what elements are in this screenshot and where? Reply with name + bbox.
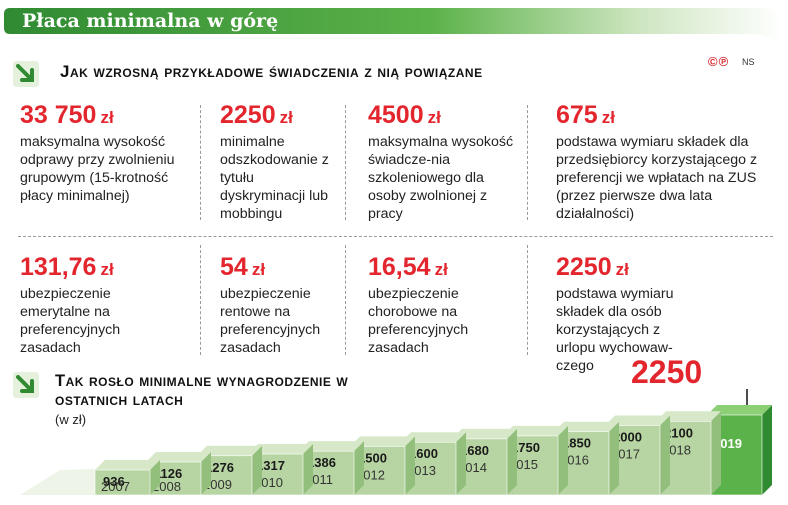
- benefit-value: 2250 zł: [556, 253, 629, 281]
- stair-top: [146, 452, 211, 463]
- stair-top: [401, 432, 466, 443]
- stair-side: [558, 425, 568, 495]
- data-label: 1126: [154, 466, 182, 481]
- stair-side: [609, 421, 619, 495]
- data-label: 2100: [664, 425, 693, 440]
- stair-top: [95, 460, 160, 470]
- divider: [527, 105, 528, 220]
- bar: [94, 469, 151, 496]
- stair-top: [299, 441, 364, 452]
- stair-top: [554, 421, 619, 432]
- wage-stairs-chart: 2019225021002018200020171850201617502015…: [20, 360, 772, 496]
- divider: [345, 105, 346, 220]
- benefit-item: 33 750 zł maksymalna wysokość odprawy prz…: [20, 100, 195, 205]
- copyright-mark: ©℗: [708, 54, 730, 69]
- divider: [345, 245, 346, 355]
- stair-side: [150, 460, 160, 495]
- data-label: 1750: [511, 440, 540, 455]
- benefit-desc: maksymalna wysokość odprawy przy zwolnie…: [20, 134, 175, 204]
- benefit-item: 16,54 zł ubezpieczenie chorobowe na prefe…: [368, 252, 518, 357]
- stair-top: [248, 444, 313, 455]
- benefit-item: 675 zł podstawa wymiaru składek dla przed…: [556, 100, 781, 223]
- data-label: 1850: [562, 436, 591, 451]
- benefit-item: 2250 zł podstawa wymiaru składek dla osób…: [556, 252, 676, 375]
- benefit-desc: minimalne odszkodowanie z tytułu dyskrym…: [220, 134, 329, 222]
- benefit-value: 2250 zł: [220, 101, 293, 129]
- stair-side: [303, 444, 313, 495]
- divider: [200, 245, 201, 355]
- divider: [527, 245, 528, 355]
- stair-top: [350, 436, 415, 447]
- page-title: Płaca minimalna w górę: [22, 10, 279, 32]
- stair-top: [707, 405, 772, 415]
- stair-side: [762, 405, 772, 495]
- data-label: 1317: [256, 458, 285, 473]
- stair-top: [503, 425, 568, 436]
- stair-side: [507, 428, 517, 495]
- data-label: 2000: [613, 429, 642, 444]
- stair-side: [660, 415, 670, 495]
- stair-side: [456, 432, 466, 495]
- chart-subtitle: (w zł): [55, 412, 87, 427]
- benefit-desc: podstawa wymiaru składek dla przedsiębio…: [556, 134, 758, 222]
- benefit-value: 54 zł: [220, 253, 266, 281]
- benefit-value: 131,76 zł: [20, 253, 114, 281]
- benefit-desc: ubezpieczenie rentowe na preferencyjnych…: [220, 286, 321, 356]
- title-banner: [4, 8, 782, 48]
- section-benefits-title: Jak wzrosną przykładowe świadczenia z ni…: [60, 62, 483, 81]
- divider: [18, 236, 773, 237]
- benefit-value: 33 750 zł: [20, 101, 114, 129]
- stair-side: [201, 452, 211, 495]
- stair-side: [711, 411, 721, 495]
- data-label: 936: [103, 474, 125, 489]
- callout-box: [629, 360, 709, 389]
- section-wage-title: Tak rosło minimalne wynagrodzenie w osta…: [55, 372, 349, 409]
- benefit-value: 16,54 zł: [368, 253, 448, 281]
- benefit-item: 54 zł ubezpieczenie rentowe na preferency…: [220, 252, 340, 357]
- stair-side: [405, 436, 415, 495]
- tick-label: 2007: [101, 479, 130, 494]
- stair-top: [197, 445, 262, 456]
- benefit-item: 2250 zł minimalne odszkodowanie z tytułu …: [220, 100, 335, 223]
- benefit-desc: maksymalna wysokość świadcze-nia szkolen…: [368, 134, 514, 222]
- stair-side: [252, 445, 262, 495]
- data-label: 1500: [358, 450, 387, 465]
- benefit-desc: ubezpieczenie chorobowe na preferencyjny…: [368, 286, 469, 356]
- stair-top: [656, 411, 721, 422]
- highlight-value: 2250: [631, 360, 702, 390]
- benefit-value: 675 zł: [556, 101, 615, 129]
- arrow-down-right-icon: [13, 61, 39, 87]
- benefit-item: 131,76 zł ubezpieczenie emerytalne na pre…: [20, 252, 160, 357]
- data-label: 1680: [460, 443, 489, 458]
- benefit-desc: podstawa wymiaru składek dla osób korzys…: [556, 286, 674, 374]
- data-label: 1386: [307, 455, 336, 470]
- benefit-desc: ubezpieczenie emerytalne na preferencyjn…: [20, 286, 121, 356]
- stair-top: [452, 428, 517, 439]
- stair-side: [354, 441, 364, 495]
- benefit-value: 4500 zł: [368, 101, 441, 129]
- source-label: NS: [742, 57, 755, 67]
- data-label: 1600: [409, 446, 438, 461]
- arrow-down-right-icon: [13, 372, 39, 398]
- divider: [200, 105, 201, 220]
- stair-top: [605, 415, 670, 426]
- benefit-item: 4500 zł maksymalna wysokość świadcze-nia …: [368, 100, 518, 223]
- data-label: 1276: [205, 460, 234, 475]
